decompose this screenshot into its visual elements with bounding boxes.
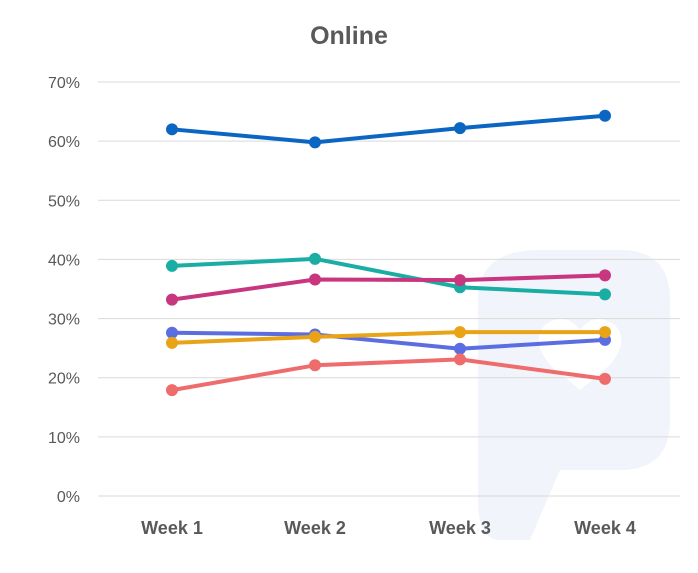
data-point xyxy=(166,259,178,272)
series-line xyxy=(170,357,607,393)
series-4 xyxy=(166,326,611,349)
data-point xyxy=(166,336,178,349)
series-line xyxy=(170,256,607,297)
series-5 xyxy=(166,353,611,397)
data-point xyxy=(599,372,611,385)
x-tick-label: Week 3 xyxy=(429,518,491,538)
data-point xyxy=(599,288,611,301)
series-line xyxy=(170,113,607,145)
data-point xyxy=(454,122,466,135)
y-tick-label: 60% xyxy=(48,134,80,151)
data-point xyxy=(166,293,178,306)
y-tick-label: 50% xyxy=(48,193,80,210)
y-tick-label: 20% xyxy=(48,371,80,388)
y-tick-label: 10% xyxy=(48,430,80,447)
series-1 xyxy=(166,252,611,301)
data-point xyxy=(309,136,321,149)
data-point xyxy=(454,274,466,287)
y-tick-label: 0% xyxy=(57,489,80,506)
series-0 xyxy=(166,109,611,149)
data-point xyxy=(599,269,611,282)
data-point xyxy=(454,353,466,366)
data-point xyxy=(166,384,178,397)
y-axis-ticks: 0% 10% 20% 30% 40% 50% 60% 70% xyxy=(48,75,80,506)
data-point xyxy=(166,123,178,136)
x-tick-label: Week 1 xyxy=(141,518,203,538)
data-point xyxy=(309,330,321,343)
series-line xyxy=(170,330,607,351)
y-tick-label: 30% xyxy=(48,312,80,329)
series-line xyxy=(170,330,607,345)
y-tick-label: 40% xyxy=(48,252,80,269)
x-tick-label: Week 4 xyxy=(574,518,636,538)
data-point xyxy=(309,252,321,265)
chart-title: Online xyxy=(310,22,388,50)
data-point xyxy=(599,326,611,339)
data-point xyxy=(309,359,321,372)
data-point xyxy=(454,326,466,339)
series-2 xyxy=(166,269,611,306)
x-axis-ticks: Week 1 Week 2 Week 3 Week 4 xyxy=(141,518,636,538)
series-lines xyxy=(166,109,611,397)
series-line xyxy=(170,273,607,302)
data-point xyxy=(166,326,178,339)
x-tick-label: Week 2 xyxy=(284,518,346,538)
data-point xyxy=(599,109,611,122)
data-point xyxy=(454,342,466,355)
data-point xyxy=(309,273,321,286)
y-tick-label: 70% xyxy=(48,75,80,92)
